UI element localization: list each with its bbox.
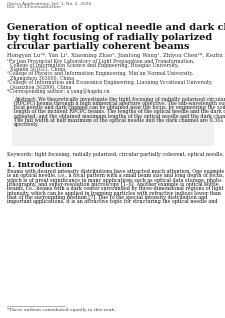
Text: beams, i.e., beams with a dark center surrounded by three-dimensional regions of: beams, i.e., beams with a dark center su… bbox=[7, 186, 224, 191]
Text: that of the surrounding medium [7]. Due to the special intensity distribution an: that of the surrounding medium [7]. Due … bbox=[7, 195, 207, 200]
Text: Keywords: tight focusing, radially polarized, circular partially coherent, optic: Keywords: tight focusing, radially polar… bbox=[7, 152, 225, 157]
Text: length of the incident RPCPC beams. The lengths of the optical needle and the da: length of the incident RPCPC beams. The … bbox=[14, 109, 225, 114]
Text: Zhangzhou 363000, China: Zhangzhou 363000, China bbox=[7, 76, 74, 81]
Text: Generation of optical needle and dark channel: Generation of optical needle and dark ch… bbox=[7, 23, 225, 32]
Text: ¹Fu jian Provincial Key Laboratory of Light Propagation and Transformation,: ¹Fu jian Provincial Key Laboratory of Li… bbox=[7, 59, 194, 64]
Text: The full width at half maximum of the optical needle and the dark channel are 0.: The full width at half maximum of the op… bbox=[14, 118, 225, 123]
Text: adjusted, and the obtained maximum lengths of the optical needle and the dark ch: adjusted, and the obtained maximum lengt… bbox=[14, 114, 225, 119]
Text: lithography, and super-resolution microscopy [1–6]. Another example is optical b: lithography, and super-resolution micros… bbox=[7, 182, 219, 187]
Text: important applications, it is an attractive topic for structuring the optical ne: important applications, it is an attract… bbox=[7, 199, 218, 204]
Text: is an optical needle, i.e., a focal pattern with a small beam size and long dept: is an optical needle, i.e., a focal patt… bbox=[7, 173, 224, 178]
Text: 1. Introduction: 1. Introduction bbox=[7, 161, 72, 169]
Text: *Corresponding author: a.yang@hapdu.cn: *Corresponding author: a.yang@hapdu.cn bbox=[7, 89, 110, 94]
Text: by tight focusing of radially polarized: by tight focusing of radially polarized bbox=[7, 32, 212, 42]
Text: which is of great significance in many applications such as optical data storage: which is of great significance in many a… bbox=[7, 178, 223, 183]
Text: circular partially coherent beams: circular partially coherent beams bbox=[7, 42, 189, 51]
Text: ²College of Physics and Information Engineering, Min’an Normal University,: ²College of Physics and Information Engi… bbox=[7, 72, 193, 76]
Text: (RPCPC) beams through a high numerical aperture objective. The sub-wavelength su: (RPCPC) beams through a high numerical a… bbox=[14, 101, 225, 106]
Text: ³College of Information and Economics Engineering, Liaoning Vocational Universit: ³College of Information and Economics En… bbox=[7, 80, 212, 85]
Text: Hongyan Lu¹*, Yan Li¹, Xiaoming Zhao², Jianlong Wang¹, Zhiyou Chen¹*, Kezhu Pi¹: Hongyan Lu¹*, Yan Li¹, Xiaoming Zhao², J… bbox=[7, 53, 225, 58]
Text: tical needle and dark channel can be obtained near the focus, by engineering the: tical needle and dark channel can be obt… bbox=[14, 105, 225, 110]
Text: Doi: 10.11/omxad2o1bm: Doi: 10.11/omxad2o1bm bbox=[7, 5, 61, 10]
Text: Abstract: We theoretically investigate the tight focusing of radially polarized : Abstract: We theoretically investigate t… bbox=[14, 96, 225, 101]
Text: *These authors contributed equally to this work.: *These authors contributed equally to th… bbox=[7, 308, 116, 312]
Text: Xiamen 361021, China: Xiamen 361021, China bbox=[7, 67, 65, 72]
Text: College of Information Science and Engineering, Huaqiao University,: College of Information Science and Engin… bbox=[7, 63, 178, 68]
Text: Quanzhou 362000, China: Quanzhou 362000, China bbox=[7, 84, 72, 89]
Text: intensity, which can be applied in trapping particles with refractive indices lo: intensity, which can be applied in trapp… bbox=[7, 191, 221, 196]
Bar bbox=[12, 94, 214, 146]
Text: spectively.: spectively. bbox=[14, 122, 40, 127]
Text: Optics Applications, Vol. 1, No. 2, 2020: Optics Applications, Vol. 1, No. 2, 2020 bbox=[7, 2, 91, 5]
Text: Beams with desired intensity distributions have attracted much attention. One ex: Beams with desired intensity distributio… bbox=[7, 169, 224, 174]
